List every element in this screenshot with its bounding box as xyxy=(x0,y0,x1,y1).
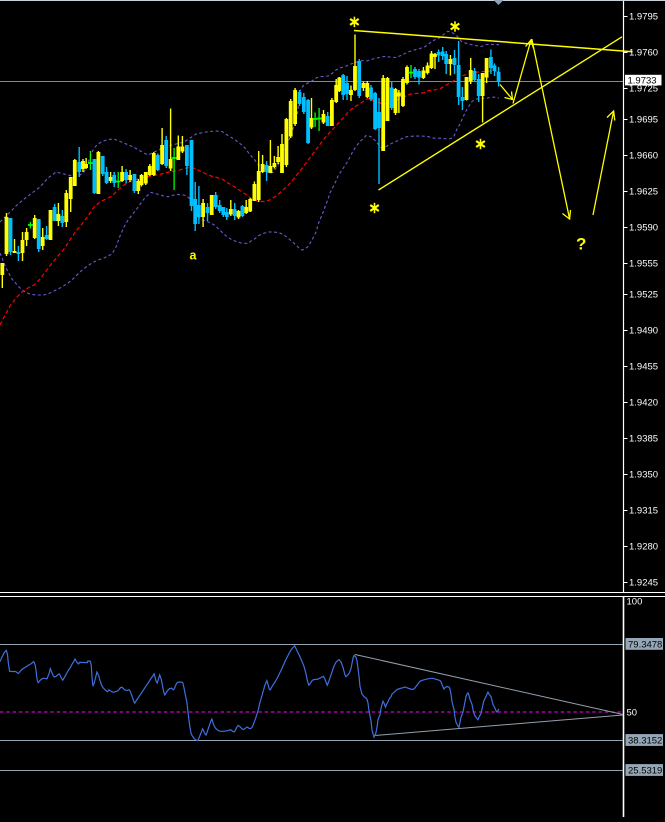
svg-text:1.9660: 1.9660 xyxy=(629,151,658,162)
svg-text:1.9795: 1.9795 xyxy=(629,12,658,23)
svg-text:79.3478: 79.3478 xyxy=(628,640,662,651)
svg-text:1.9760: 1.9760 xyxy=(629,48,658,59)
svg-text:a: a xyxy=(190,249,198,263)
svg-text:1.9590: 1.9590 xyxy=(629,223,658,234)
svg-text:1.9420: 1.9420 xyxy=(629,398,658,409)
svg-text:1.9625: 1.9625 xyxy=(629,187,658,198)
svg-text:1.9695: 1.9695 xyxy=(629,115,658,126)
svg-text:1.9525: 1.9525 xyxy=(629,290,658,301)
svg-text:38.3152: 38.3152 xyxy=(628,736,662,747)
svg-text:50: 50 xyxy=(627,708,638,719)
svg-text:1.9280: 1.9280 xyxy=(629,542,658,553)
svg-text:1.9490: 1.9490 xyxy=(629,326,658,337)
svg-text:?: ? xyxy=(576,235,586,254)
svg-text:1.9725: 1.9725 xyxy=(629,84,658,95)
svg-text:1.9245: 1.9245 xyxy=(629,578,658,589)
svg-text:1.9733: 1.9733 xyxy=(628,76,657,87)
svg-text:100: 100 xyxy=(627,597,643,608)
svg-text:1.9455: 1.9455 xyxy=(629,362,658,373)
svg-text:25.5319: 25.5319 xyxy=(628,766,662,777)
svg-text:1.9315: 1.9315 xyxy=(629,506,658,517)
svg-text:1.9555: 1.9555 xyxy=(629,259,658,270)
svg-text:1.9385: 1.9385 xyxy=(629,434,658,445)
svg-text:1.9350: 1.9350 xyxy=(629,470,658,481)
